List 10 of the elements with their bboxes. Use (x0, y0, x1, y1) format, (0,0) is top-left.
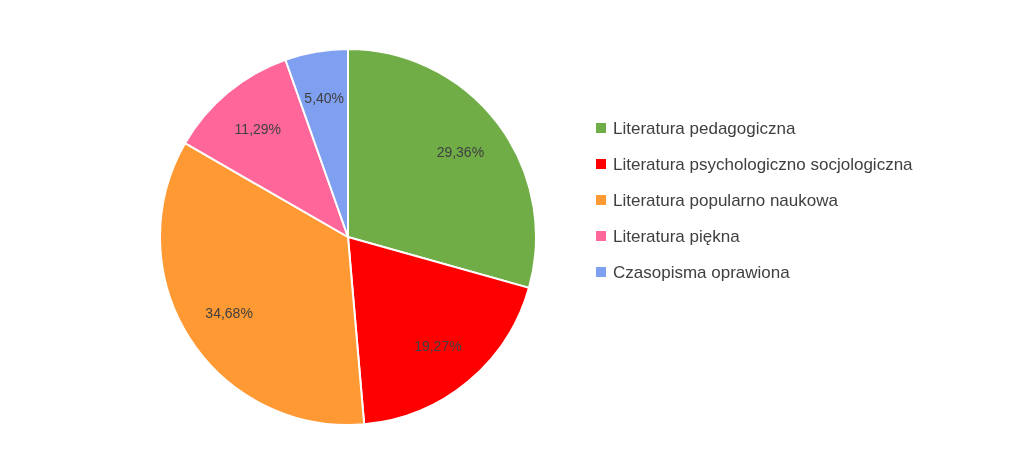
data-label: 29,36% (436, 143, 485, 160)
legend-label: Literatura piękna (613, 226, 741, 246)
data-label: 19,27% (414, 337, 462, 354)
legend-label: Literatura popularno naukowa (613, 190, 839, 210)
legend-label: Literatura pedagogiczna (613, 118, 796, 138)
data-label: 5,40% (304, 90, 345, 107)
legend-label: Literatura psychologiczno socjologiczna (613, 154, 914, 174)
legend-label: Czasopisma oprawiona (613, 262, 791, 282)
data-label: 11,29% (234, 120, 282, 137)
data-label: 34,68% (205, 304, 253, 321)
